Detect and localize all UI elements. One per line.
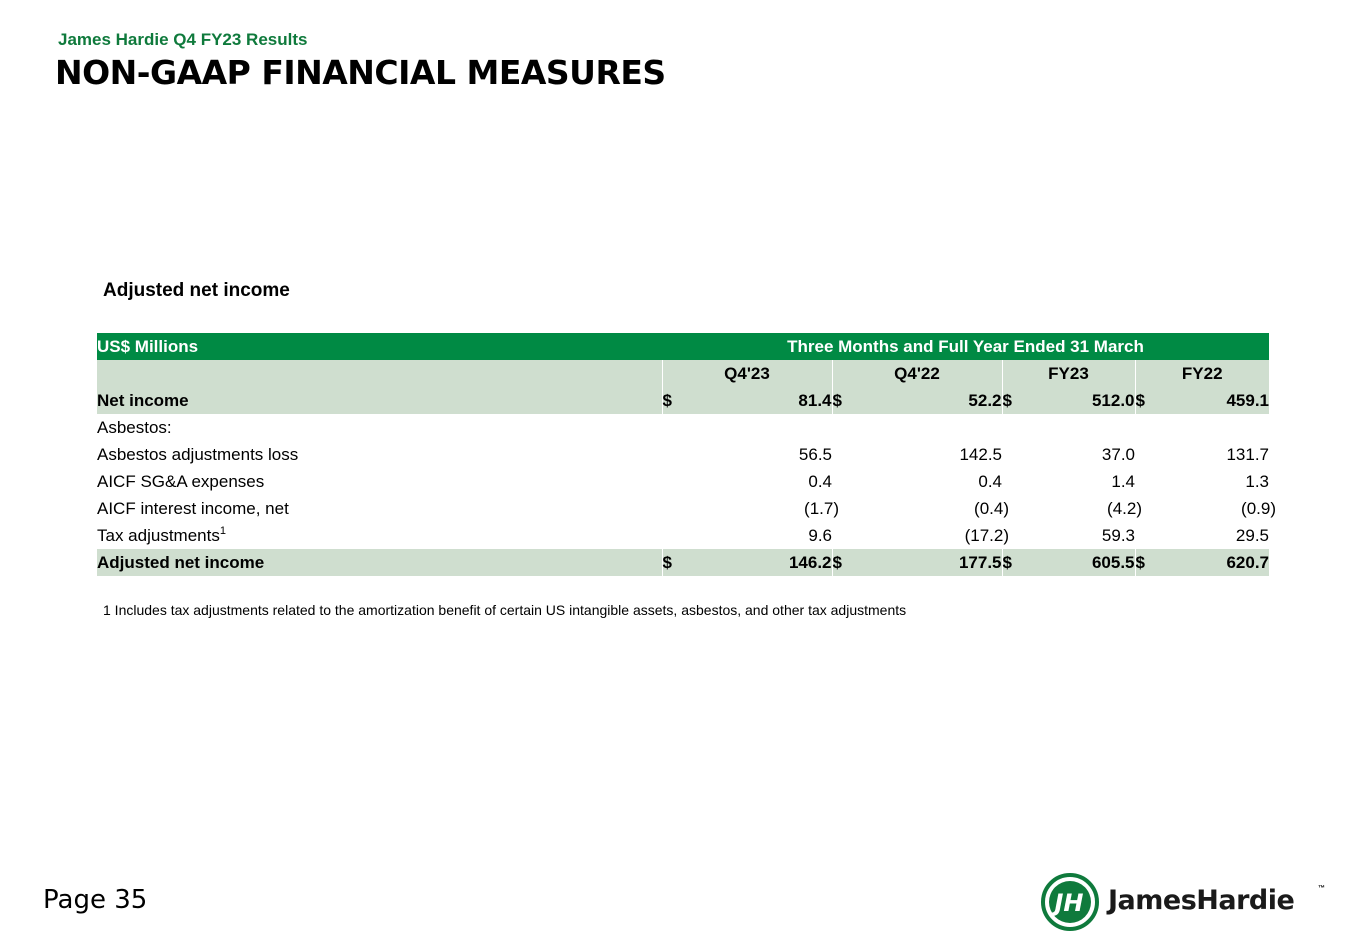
column-header-fy22: FY22 — [1134, 360, 1269, 387]
adjusted-net-income-table: US$ Millions Three Months and Full Year … — [97, 333, 1276, 576]
currency-symbol: $ — [661, 549, 688, 576]
cell-value: 512.0 — [1028, 387, 1135, 414]
table-row-asbestos-adjustments-loss: Asbestos adjustments loss 56.5 142.5 37.… — [97, 441, 1269, 468]
cell-value: 142.5 — [959, 444, 1002, 464]
cell-value: 52.2 — [858, 387, 1002, 414]
logo-wordmark: JamesHardie — [1108, 885, 1295, 916]
row-label: Tax adjustments — [97, 525, 220, 545]
cell-value: 59.3 — [1101, 525, 1135, 545]
cell-value: 0.4 — [978, 471, 1002, 491]
currency-symbol: $ — [1001, 387, 1028, 414]
deck-subtitle: James Hardie Q4 FY23 Results — [58, 30, 308, 49]
currency-symbol: $ — [831, 549, 858, 576]
page-title: NON-GAAP FINANCIAL MEASURES — [55, 53, 666, 92]
footnote: 1 Includes tax adjustments related to th… — [103, 602, 907, 618]
row-label: Asbestos adjustments loss — [97, 444, 299, 464]
currency-symbol: $ — [1001, 549, 1028, 576]
table-row-tax-adjustments: Tax adjustments1 9.6 (17.2) 59.3 29.5 — [97, 522, 1269, 549]
cell-value: (4.2) — [1107, 498, 1142, 518]
cell-value: 29.5 — [1235, 525, 1269, 545]
cell-value: 37.0 — [1101, 444, 1135, 464]
table-row-aicf-sga-expenses: AICF SG&A expenses 0.4 0.4 1.4 1.3 — [97, 468, 1269, 495]
cell-value: (1.7) — [804, 498, 839, 518]
table-row-aicf-interest-income: AICF interest income, net (1.7) (0.4) (4… — [97, 495, 1276, 522]
row-label: AICF interest income, net — [97, 498, 289, 518]
cell-value: 177.5 — [858, 549, 1002, 576]
cell-value: 1.3 — [1245, 471, 1269, 491]
table-row-net-income: Net income $ 81.4 $ 52.2 $ 512.0 $ 459.1 — [97, 387, 1269, 414]
currency-symbol: $ — [1134, 549, 1161, 576]
currency-symbol: $ — [661, 387, 688, 414]
cell-value: 146.2 — [688, 549, 832, 576]
column-header-fy23: FY23 — [1001, 360, 1135, 387]
cell-value: 605.5 — [1028, 549, 1135, 576]
james-hardie-logo: JH JamesHardie ™ — [1040, 871, 1330, 933]
table-row-asbestos: Asbestos: — [97, 414, 1269, 441]
column-header-q4-22: Q4'22 — [831, 360, 1002, 387]
currency-symbol: $ — [831, 387, 858, 414]
cell-value: (17.2) — [964, 525, 1009, 545]
row-label: AICF SG&A expenses — [97, 471, 265, 491]
svg-text:JH: JH — [1050, 889, 1083, 917]
cell-value: 131.7 — [1226, 444, 1269, 464]
table-header-row: US$ Millions Three Months and Full Year … — [97, 333, 1269, 360]
jh-monogram-logo-icon: JH — [1041, 873, 1099, 931]
table-row-adjusted-net-income: Adjusted net income $ 146.2 $ 177.5 $ 60… — [97, 549, 1269, 576]
column-header-q4-23: Q4'23 — [661, 360, 832, 387]
section-title: Adjusted net income — [103, 280, 290, 301]
cell-value: 459.1 — [1161, 387, 1269, 414]
footnote-marker: 1 — [219, 524, 226, 537]
currency-symbol: $ — [1134, 387, 1161, 414]
cell-value: 56.5 — [798, 444, 832, 464]
cell-value: 9.6 — [808, 525, 832, 545]
trademark-symbol: ™ — [1318, 885, 1325, 892]
cell-value: 1.4 — [1111, 471, 1135, 491]
column-header-row: Q4'23 Q4'22 FY23 FY22 — [97, 360, 1269, 387]
row-label: Net income — [97, 387, 662, 414]
cell-value: 620.7 — [1161, 549, 1269, 576]
row-label: Asbestos: — [97, 417, 172, 437]
page-number: Page 35 — [43, 885, 148, 915]
unit-label: US$ Millions — [97, 333, 662, 360]
row-label: Adjusted net income — [97, 549, 662, 576]
cell-value: 0.4 — [808, 471, 832, 491]
cell-value: 81.4 — [688, 387, 832, 414]
cell-value: (0.4) — [974, 498, 1009, 518]
cell-value: (0.9) — [1241, 498, 1276, 518]
period-label: Three Months and Full Year Ended 31 Marc… — [662, 333, 1269, 360]
